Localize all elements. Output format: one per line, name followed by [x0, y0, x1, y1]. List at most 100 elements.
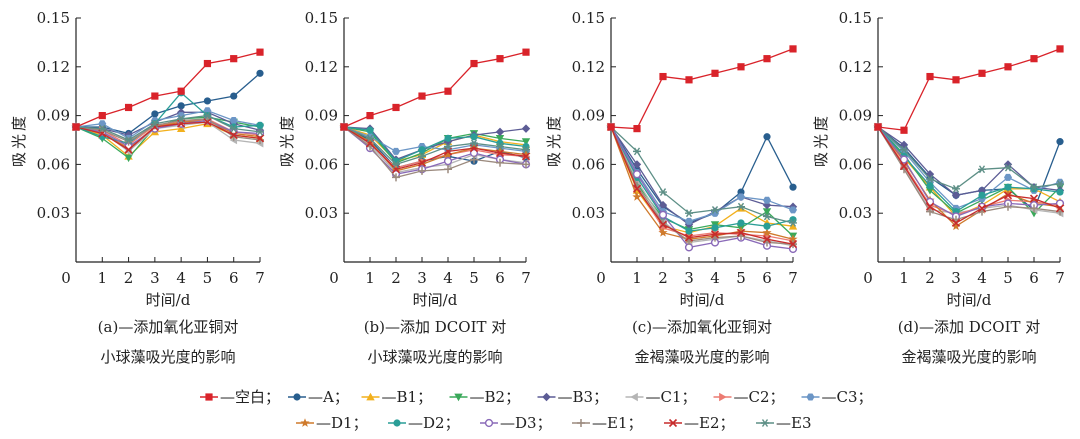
- data-point-E3: [366, 134, 374, 143]
- series-line-D2: [343, 126, 527, 162]
- y-tick-label: 0.03: [839, 204, 872, 222]
- data-point-blank: [366, 112, 374, 120]
- data-point-blank: [124, 103, 133, 112]
- data-point-E3: [98, 124, 107, 133]
- legend-entry-C3: —C3；: [801, 388, 873, 406]
- data-point-C3: [229, 117, 238, 124]
- legend-entry-D2: —D2；: [388, 414, 460, 432]
- series-line-C1: [75, 121, 261, 153]
- data-point-B3: [951, 191, 961, 200]
- data-point-E1: [1004, 202, 1012, 211]
- y-tick-label: 0.06: [305, 155, 338, 173]
- legend-marker-C2: [719, 392, 727, 402]
- series-blank: [72, 48, 264, 131]
- data-point-E1: [522, 160, 530, 169]
- data-point-E2: [658, 220, 668, 229]
- data-point-D2: [737, 219, 745, 227]
- data-point-E3: [763, 212, 771, 221]
- y-tick-label: 0.09: [839, 107, 872, 125]
- series-line-D3: [877, 126, 1061, 218]
- y-tick-label: 0.15: [305, 9, 338, 27]
- data-point-A: [256, 69, 264, 77]
- series-E2: [606, 122, 798, 249]
- data-point-B3: [632, 160, 642, 169]
- caption-line1-a: (a)—添加氧化亚铜对: [97, 318, 239, 336]
- data-point-C3: [789, 206, 797, 214]
- x-tick-label: 7: [1055, 269, 1065, 287]
- data-point-D2: [685, 227, 693, 235]
- x-tick-label: 1: [365, 269, 375, 287]
- series-line-D3: [75, 119, 261, 148]
- data-point-E3: [470, 139, 478, 148]
- legend-label-A: —A；: [308, 388, 349, 406]
- x-tick-label: 0: [61, 269, 71, 287]
- x-tick-label: 6: [495, 269, 505, 287]
- series-E1: [874, 122, 1064, 224]
- data-point-D2: [1004, 183, 1012, 191]
- data-point-blank: [952, 76, 960, 84]
- data-point-E3: [789, 219, 797, 227]
- series-line-blank: [75, 51, 261, 128]
- data-point-blank: [470, 59, 478, 68]
- data-point-E3: [1030, 183, 1038, 192]
- data-point-E1: [496, 158, 504, 167]
- data-point-E3: [978, 165, 986, 174]
- x-tick-label: 0: [329, 269, 339, 287]
- data-point-blank: [659, 72, 667, 81]
- y-tick-label: 0.15: [572, 9, 605, 27]
- series-blank: [607, 45, 797, 133]
- x-tick-label: 3: [150, 269, 160, 287]
- series-line-D1: [610, 126, 794, 240]
- data-point-E2: [124, 145, 133, 154]
- data-point-D1: [736, 226, 746, 235]
- data-point-E3: [900, 145, 908, 154]
- x-tick-label: 1: [899, 269, 909, 287]
- data-point-D2: [978, 191, 986, 199]
- y-axis-label: 吸光度: [278, 113, 296, 167]
- data-point-blank: [522, 48, 530, 56]
- legend-marker-E1: [577, 419, 585, 427]
- data-point-A: [203, 97, 212, 105]
- series-D3: [873, 122, 1065, 221]
- data-point-blank: [256, 48, 264, 56]
- x-axis-label: 时间/d: [947, 291, 992, 309]
- legend-label-C1: —C1；: [646, 388, 697, 406]
- x-tick-label: 2: [124, 269, 134, 287]
- series-line-D2: [75, 91, 261, 145]
- data-point-D1: [1003, 188, 1013, 198]
- y-tick-label: 0.09: [572, 107, 605, 125]
- data-point-D1: [443, 149, 453, 159]
- legend-marker-D1: [300, 418, 310, 427]
- data-point-E3: [633, 147, 641, 156]
- data-point-D3: [899, 155, 909, 164]
- x-tick-label: 6: [1029, 269, 1039, 287]
- legend-entry-B3: —B3；: [537, 388, 608, 406]
- y-tick-label: 0.06: [572, 155, 605, 173]
- data-point-D2: [470, 133, 478, 141]
- x-tick-label: 0: [596, 269, 606, 287]
- data-point-blank: [444, 87, 452, 95]
- data-point-D2: [444, 134, 452, 142]
- caption-line1-b: (b)—添加 DCOIT 对: [363, 318, 507, 336]
- series-line-C3: [343, 126, 527, 153]
- data-point-E3: [203, 111, 212, 120]
- caption-line1-d: (d)—添加 DCOIT 对: [897, 318, 1041, 336]
- legend-marker-B1: [366, 392, 375, 401]
- legend-entry-B1: —B1；: [361, 388, 432, 406]
- data-point-blank: [151, 92, 159, 100]
- data-point-D3: [658, 210, 668, 219]
- data-point-A: [230, 92, 238, 100]
- data-point-blank: [926, 72, 934, 81]
- y-tick-label: 0.03: [572, 204, 605, 222]
- data-point-blank: [789, 45, 797, 53]
- data-point-A: [151, 110, 159, 118]
- legend-label-D3: —D3；: [500, 414, 552, 432]
- data-point-E2: [710, 230, 720, 239]
- x-tick-label: 3: [417, 269, 427, 287]
- data-point-E3: [952, 184, 960, 193]
- data-point-E3: [229, 124, 238, 133]
- series-line-E1: [610, 126, 794, 245]
- data-point-blank: [1056, 45, 1064, 53]
- y-axis-label: 吸光度: [10, 113, 28, 167]
- legend-marker-C3: [806, 393, 815, 401]
